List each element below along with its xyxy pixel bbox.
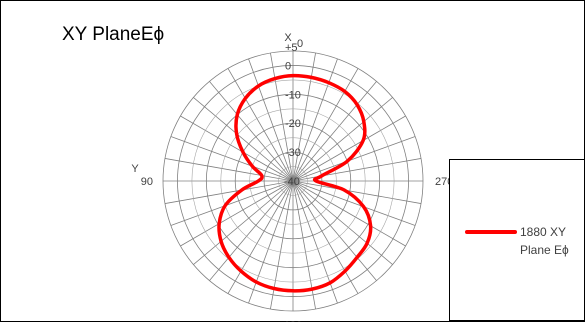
- grid-spoke: [209, 180, 294, 281]
- grid-spoke: [292, 115, 406, 182]
- grid-spoke: [292, 158, 422, 182]
- grid-spoke: [292, 81, 377, 182]
- grid-spoke: [164, 180, 294, 204]
- grid-spoke: [193, 180, 294, 265]
- grid-ring: [205, 93, 381, 269]
- grid-spoke: [292, 180, 422, 204]
- grid-ring-minor: [278, 166, 308, 196]
- grid-spoke: [164, 158, 294, 182]
- grid-spoke: [270, 52, 294, 182]
- radial-tick-label: -10: [285, 89, 301, 101]
- angle-label: 90: [141, 176, 153, 188]
- radial-tick-label: +5: [285, 42, 298, 54]
- grid-spoke: [170, 180, 294, 226]
- grid-ring-minor: [249, 137, 337, 225]
- grid-spoke: [193, 97, 294, 182]
- grid-ring: [162, 50, 424, 312]
- grid-spoke: [292, 180, 393, 265]
- grid-ring-minor: [220, 108, 366, 254]
- radial-tick-label: -40: [284, 176, 300, 188]
- angle-label: 0: [297, 38, 303, 50]
- angle-label: 180: [284, 320, 302, 322]
- polar-grid: [162, 50, 424, 312]
- grid-spoke: [209, 81, 294, 182]
- grid-ring-minor: [191, 79, 395, 283]
- axis-labels: +50-10-20-30-40090180270XY: [131, 32, 453, 322]
- grid-spoke: [292, 180, 377, 281]
- series-layer: [217, 73, 373, 293]
- grid-ring: [177, 65, 409, 297]
- grid-spoke: [180, 180, 294, 247]
- grid-spoke: [292, 180, 359, 294]
- grid-spoke: [292, 136, 416, 182]
- grid-ring: [234, 122, 352, 240]
- grid-spoke: [227, 180, 294, 294]
- legend: 1880 XY Plane Eϕ: [449, 159, 585, 321]
- grid-spoke: [292, 180, 416, 226]
- radial-tick-label: 0: [285, 60, 291, 72]
- grid-spoke: [248, 58, 294, 182]
- radial-tick-label: -20: [285, 118, 301, 130]
- grid-spoke: [180, 115, 294, 182]
- y-axis-name: Y: [131, 163, 139, 175]
- radial-tick-label: -30: [285, 147, 301, 159]
- series-line: [217, 73, 373, 293]
- x-axis-name: X: [284, 32, 292, 44]
- grid-spoke: [292, 68, 359, 182]
- angle-label: 270: [435, 176, 453, 188]
- grid-ring: [263, 151, 323, 211]
- grid-spoke: [292, 52, 316, 182]
- grid-spoke: [292, 97, 393, 182]
- grid-spoke: [170, 136, 294, 182]
- legend-label: 1880 XY Plane Eϕ: [520, 225, 569, 257]
- grid-spoke: [292, 58, 338, 182]
- grid-spoke: [227, 68, 294, 182]
- chart-title: XY PlaneEϕ: [62, 24, 164, 45]
- grid-spoke: [292, 180, 406, 247]
- legend-box: [449, 159, 585, 321]
